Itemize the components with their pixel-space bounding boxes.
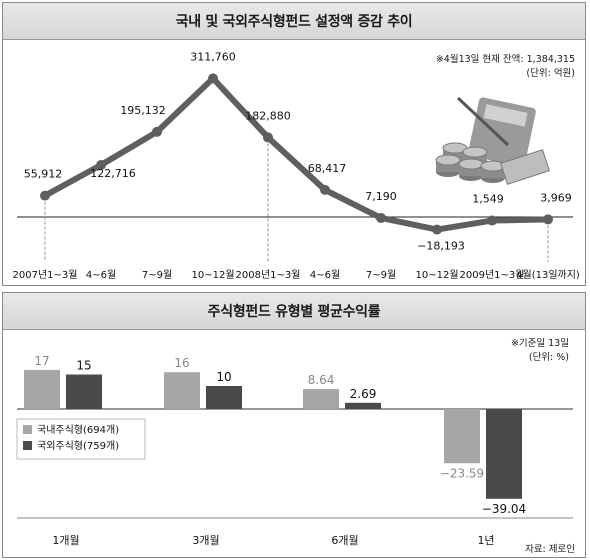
bar-chart-unit: (단위: %) <box>528 352 569 363</box>
coin-top <box>458 158 484 170</box>
data-label: 7,190 <box>365 190 397 203</box>
banknotes <box>500 149 550 185</box>
x-tick-label: 2008년1~3월 <box>236 269 301 281</box>
line-chart-plot: 55,912 122,716 195,132 311,760 182,880 68,417… <box>13 50 580 281</box>
bar <box>164 372 200 409</box>
pen <box>456 96 510 147</box>
coins-calculator-icon <box>435 96 550 185</box>
x-category-label: 1개월 <box>52 534 79 547</box>
data-label: 195,132 <box>120 104 166 117</box>
x-tick-label: 7~9월 <box>366 269 396 281</box>
legend: 국내주식형(694개) 국외주식형(759개) <box>16 418 146 460</box>
calculator-screen <box>483 104 528 127</box>
data-point <box>152 126 162 137</box>
bar-value-label: 16 <box>174 356 189 370</box>
data-label: 1,549 <box>472 193 504 206</box>
bar-value-label: −39.04 <box>482 502 526 516</box>
source-note: 자료: 제로인 <box>525 544 575 555</box>
legend-swatch <box>23 441 32 450</box>
data-label: 182,880 <box>245 109 291 122</box>
x-tick-label: 10~12월 <box>191 269 234 281</box>
bar <box>303 389 339 409</box>
x-category-label: 3개월 <box>192 534 219 547</box>
line-chart-title: 국내 및 국외주식형펀드 설정액 증감 추이 <box>3 3 585 40</box>
bar-chart-plot: 17 15 1개월 16 10 3개월 8.64 2.69 6개월 −23.59 −39.04 1년 국… <box>16 354 573 547</box>
data-point <box>263 132 273 143</box>
legend-label: 국외주식형(759개) <box>37 440 119 452</box>
bar-value-label: 17 <box>34 354 49 368</box>
series-line <box>43 75 549 233</box>
x-tick-label: 2009년1~3월 <box>460 269 525 281</box>
bar <box>24 369 60 409</box>
line-chart-panel: 국내 및 국외주식형펀드 설정액 증감 추이 ※4월13일 현재 잔액: 1,3… <box>2 2 586 286</box>
data-point <box>208 73 218 84</box>
bar-chart-panel: 주식형펀드 유형별 평균수익률 ※기준일 13일 (단위: %) 17 15 1개월… <box>2 292 586 558</box>
coin-top <box>462 146 488 158</box>
bar <box>66 374 102 409</box>
bar <box>444 409 480 464</box>
bar <box>345 402 381 409</box>
legend-swatch <box>23 425 32 434</box>
x-tick-label: 10~12월 <box>415 269 458 281</box>
bar <box>486 409 522 499</box>
x-tick-label: 4월(13일까지) <box>516 269 580 281</box>
line-chart-note: ※4월13일 현재 잔액: 1,384,315 <box>435 54 575 65</box>
data-label: 68,417 <box>308 162 347 175</box>
x-tick-label: 4~6월 <box>310 269 340 281</box>
bar <box>206 386 242 409</box>
bar-chart-title: 주식형펀드 유형별 평균수익률 <box>3 293 585 330</box>
data-point <box>432 224 442 235</box>
bar-value-label: 2.69 <box>350 387 377 401</box>
x-category-label: 6개월 <box>331 534 358 547</box>
data-point <box>320 184 330 195</box>
bar-value-label: 10 <box>216 370 231 384</box>
bar-value-label: 8.64 <box>308 373 335 387</box>
data-label: 311,760 <box>190 50 236 63</box>
data-point <box>40 190 50 201</box>
x-category-label: 1년 <box>477 534 494 547</box>
data-label: 55,912 <box>24 168 63 181</box>
x-tick-label: 2007년1~3월 <box>13 269 78 281</box>
bar-chart-note: ※기준일 13일 <box>510 338 569 349</box>
x-tick-label: 4~6월 <box>86 269 116 281</box>
bar-value-label: −23.59 <box>440 466 484 480</box>
legend-label: 국내주식형(694개) <box>37 424 119 436</box>
bar-value-label: 15 <box>76 359 91 373</box>
data-point <box>96 160 106 171</box>
x-tick-label: 7~9월 <box>142 269 172 281</box>
legend-box <box>16 418 146 460</box>
line-chart-unit: (단위: 억원) <box>526 68 575 79</box>
data-point <box>543 214 553 225</box>
data-label: 122,716 <box>90 167 136 180</box>
data-point <box>487 215 497 226</box>
data-label: 3,969 <box>540 191 572 204</box>
data-point <box>376 212 386 223</box>
data-label: −18,193 <box>417 240 465 253</box>
coin-top <box>435 154 461 166</box>
